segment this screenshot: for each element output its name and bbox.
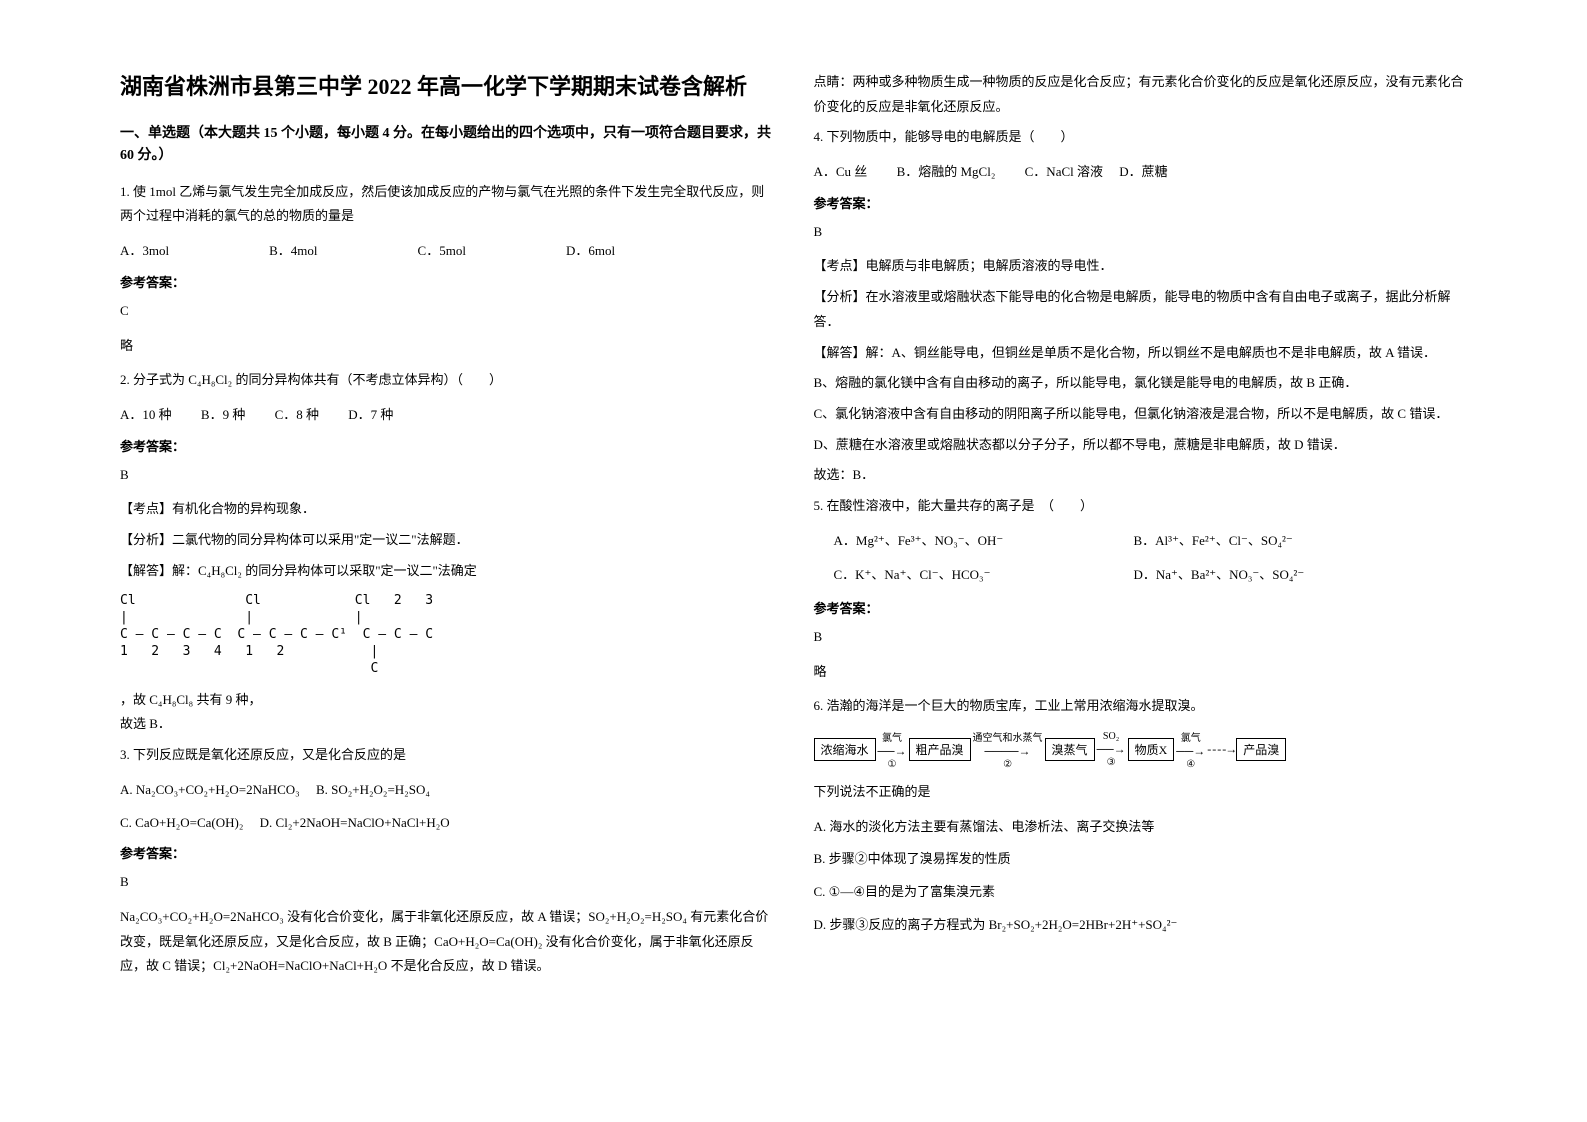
q1-options: A．3mol B．4mol C．5mol D．6mol [120, 239, 774, 264]
q5-optD: D．Na⁺、Ba²⁺、NO₃⁻、SO₄²⁻ [1134, 563, 1305, 588]
q1-optB: B．4mol [269, 239, 317, 264]
q6-optA: A. 海水的淡化方法主要有蒸馏法、电渗析法、离子交换法等 [814, 815, 1468, 840]
q3-text: 3. 下列反应既是氧化还原反应，又是化合反应的是 [120, 743, 774, 768]
q4-optB: B．熔融的 MgCl₂ [897, 164, 996, 179]
q6-flow-diagram: 浓缩海水 氯气 ──→ ① 粗产品溴 通空气和水蒸气 ────→ ② 溴蒸气 S… [814, 729, 1468, 770]
q5-optC: C．K⁺、Na⁺、Cl⁻、HCO₃⁻ [834, 563, 1134, 588]
q3-optD: D. Cl₂+2NaOH=NaClO+NaCl+H₂O [260, 815, 450, 830]
q2-optA: A．10 种 [120, 407, 172, 422]
q3-options-row2: C. CaO+H₂O=Ca(OH)₂ D. Cl₂+2NaOH=NaClO+Na… [120, 811, 774, 836]
q2-answer: B [120, 463, 774, 488]
q6-text: 6. 浩瀚的海洋是一个巨大的物质宝库，工业上常用浓缩海水提取溴。 [814, 694, 1468, 719]
q4-options: A．Cu 丝 B．熔融的 MgCl₂ C．NaCl 溶液 D．蔗糖 [814, 160, 1468, 185]
q3-exp: Na₂CO₃+CO₂+H₂O=2NaHCO₃ 没有化合价变化，属于非氧化还原反应… [120, 905, 774, 979]
exam-title: 湖南省株洲市县第三中学 2022 年高一化学下学期期末试卷含解析 [120, 70, 774, 103]
q4-exp3: 【解答】解：A、铜丝能导电，但铜丝是单质不是化合物，所以铜丝不是电解质也不是非电… [814, 341, 1468, 366]
q6-optC: C. ①—④目的是为了富集溴元素 [814, 880, 1468, 905]
q4-exp2: 【分析】在水溶液里或熔融状态下能导电的化合物是电解质，能导电的物质中含有自由电子… [814, 285, 1468, 334]
q4-exp4: B、熔融的氯化镁中含有自由移动的离子，所以能导电，氯化镁是能导电的电解质，故 B… [814, 371, 1468, 396]
q6-optB: B. 步骤②中体现了溴易挥发的性质 [814, 847, 1468, 872]
q3-answer: B [120, 870, 774, 895]
q5-answer: B [814, 625, 1468, 650]
q2-optB: B．9 种 [201, 407, 245, 422]
q1-optC: C．5mol [418, 239, 466, 264]
q2-options: A．10 种 B．9 种 C．8 种 D．7 种 [120, 403, 774, 428]
q5-options-row2: C．K⁺、Na⁺、Cl⁻、HCO₃⁻ D．Na⁺、Ba²⁺、NO₃⁻、SO₄²⁻ [814, 563, 1468, 588]
q5-text: 5. 在酸性溶液中，能大量共存的离子是 （ ） [814, 494, 1468, 519]
flow-box3: 溴蒸气 [1045, 738, 1095, 761]
flow-dashed: - - - -→ [1207, 742, 1236, 757]
q4-exp1: 【考点】电解质与非电解质；电解质溶液的导电性． [814, 254, 1468, 279]
q4-exp5: C、氯化钠溶液中含有自由移动的阴阳离子所以能导电，但氯化钠溶液是混合物，所以不是… [814, 402, 1468, 427]
q3-optA: A. Na₂CO₃+CO₂+H₂O=2NaHCO₃ [120, 782, 300, 797]
q6-subtext: 下列说法不正确的是 [814, 780, 1468, 805]
q3-options-row1: A. Na₂CO₃+CO₂+H₂O=2NaHCO₃ B. SO₂+H₂O₂=H₂… [120, 778, 774, 803]
q2-exp3: 【解答】解：C₄H₈Cl₂ 的同分异构体可以采取"定一议二"法确定 [120, 559, 774, 584]
q1-text: 1. 使 1mol 乙烯与氯气发生完全加成反应，然后使该加成反应的产物与氯气在光… [120, 180, 774, 229]
q6-optD: D. 步骤③反应的离子方程式为 Br₂+SO₂+2H₂O=2HBr+2H⁺+SO… [814, 913, 1468, 938]
q4-optA: A．Cu 丝 [814, 164, 868, 179]
q4-exp7: 故选：B． [814, 463, 1468, 488]
col2-top-note: 点睛：两种或多种物质生成一种物质的反应是化合反应；有元素化合价变化的反应是氧化还… [814, 70, 1468, 119]
flow-box1: 浓缩海水 [814, 738, 876, 761]
q1-answer-label: 参考答案： [120, 272, 774, 291]
q2-text: 2. 分子式为 C₄H₈Cl₂ 的同分异构体共有（不考虑立体异构）（ ） [120, 368, 774, 393]
q2-exp4: ，故 C₄H₈Cl₈ 共有 9 种， [120, 692, 261, 707]
flow-box4: 物质X [1128, 738, 1175, 761]
q4-optC: C．NaCl 溶液 [1025, 164, 1103, 179]
q4-optD: D．蔗糖 [1119, 164, 1167, 179]
section-header: 一、单选题（本大题共 15 个小题，每小题 4 分。在每小题给出的四个选项中，只… [120, 123, 774, 168]
q2-exp5: 故选 B． [120, 712, 774, 737]
q4-text: 4. 下列物质中，能够导电的电解质是（ ） [814, 125, 1468, 150]
q1-optD: D．6mol [566, 239, 615, 264]
q5-optA: A．Mg²⁺、Fe³⁺、NO₃⁻、OH⁻ [834, 529, 1134, 554]
q2-optD: D．7 种 [348, 407, 393, 422]
q1-answer: C [120, 299, 774, 324]
flow-arrow3: SO₂ ──→ ③ [1095, 731, 1128, 768]
q2-exp2: 【分析】二氯代物的同分异构体可以采用"定一议二"法解题． [120, 528, 774, 553]
right-column: 点睛：两种或多种物质生成一种物质的反应是化合反应；有元素化合价变化的反应是氧化还… [794, 70, 1488, 1082]
q3-optB: B. SO₂+H₂O₂=H₂SO₄ [316, 782, 430, 797]
flow-arrow4: 氯气 ──→ ④ [1174, 729, 1207, 770]
flow-arrow2: 通空气和水蒸气 ────→ ② [971, 729, 1045, 770]
q1-optA: A．3mol [120, 239, 169, 264]
q1-note: 略 [120, 334, 774, 359]
q2-optC: C．8 种 [275, 407, 319, 422]
q5-answer-label: 参考答案： [814, 598, 1468, 617]
q2-answer-label: 参考答案： [120, 436, 774, 455]
q2-exp1: 【考点】有机化合物的异构现象． [120, 497, 774, 522]
q4-answer: B [814, 220, 1468, 245]
q4-exp6: D、蔗糖在水溶液里或熔融状态都以分子分子，所以都不导电，蔗糖是非电解质，故 D … [814, 433, 1468, 458]
q5-optB: B．Al³⁺、Fe²⁺、Cl⁻、SO₄²⁻ [1134, 529, 1293, 554]
q3-optC: C. CaO+H₂O=Ca(OH)₂ [120, 815, 243, 830]
flow-box2: 粗产品溴 [909, 738, 971, 761]
q5-note: 略 [814, 660, 1468, 685]
q4-answer-label: 参考答案： [814, 193, 1468, 212]
q5-options-row1: A．Mg²⁺、Fe³⁺、NO₃⁻、OH⁻ B．Al³⁺、Fe²⁺、Cl⁻、SO₄… [814, 529, 1468, 554]
q3-answer-label: 参考答案： [120, 843, 774, 862]
flow-box5: 产品溴 [1236, 738, 1286, 761]
flow-arrow1: 氯气 ──→ ① [876, 729, 909, 770]
left-column: 湖南省株洲市县第三中学 2022 年高一化学下学期期末试卷含解析 一、单选题（本… [100, 70, 794, 1082]
q2-structure: Cl Cl Cl 2 3 | | | C — C — C — C C — C —… [120, 593, 774, 677]
